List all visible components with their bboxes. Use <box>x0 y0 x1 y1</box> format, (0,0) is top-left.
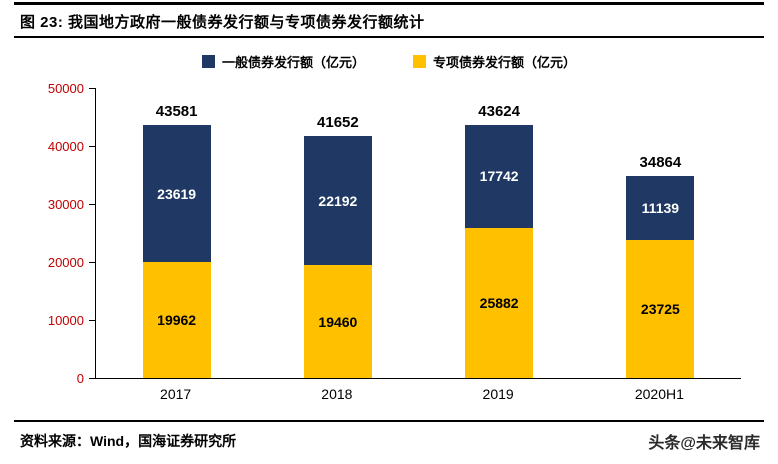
plot-area: 43581 23619 19962 41652 22192 19460 43624 17742… <box>95 88 741 379</box>
chart-legend: 一般债券发行额（亿元） 专项债券发行额（亿元） <box>0 52 778 71</box>
bar-group-2017: 43581 23619 19962 <box>142 88 211 378</box>
bottom-rule <box>14 420 764 422</box>
bar-group-2020H1: 34864 11139 23725 <box>626 88 695 378</box>
y-tick-label: 50000 <box>47 81 84 96</box>
bar-group-2018: 41652 22192 19460 <box>303 88 372 378</box>
bar-total-label: 41652 <box>317 114 359 132</box>
bar-group-2019: 43624 17742 25882 <box>465 88 534 378</box>
y-tick-mark <box>89 378 95 379</box>
y-tick-mark <box>89 88 95 89</box>
bar-segment-general: 23619 <box>142 125 211 263</box>
legend-label-special: 专项债券发行额（亿元） <box>433 55 577 70</box>
bar-segment-special: 19460 <box>303 265 372 378</box>
bar-segment-special: 23725 <box>626 240 695 378</box>
y-tick-label: 30000 <box>47 197 84 212</box>
top-rule <box>14 2 764 5</box>
x-tick-label: 2017 <box>160 386 192 402</box>
x-tick-label: 2020H1 <box>634 386 684 402</box>
bar-segment-general: 17742 <box>465 125 534 228</box>
bar-segment-special: 19962 <box>142 262 211 378</box>
bar-segment-general: 22192 <box>303 136 372 266</box>
y-tick-label: 40000 <box>47 139 84 154</box>
watermark: 头条@未来智库 <box>648 435 760 452</box>
y-tick-mark <box>89 146 95 147</box>
y-tick-label: 0 <box>76 371 84 386</box>
x-tick-label: 2019 <box>482 386 514 402</box>
x-tick-label: 2018 <box>321 386 353 402</box>
bar-total-label: 43581 <box>155 103 198 121</box>
legend-swatch-special <box>413 55 426 68</box>
source-note: 资料来源：Wind，国海证券研究所 <box>20 433 237 449</box>
bar-series: 43581 23619 19962 41652 22192 19460 43624 17742… <box>96 88 741 378</box>
legend-swatch-general <box>201 55 215 68</box>
legend-label-general: 一般债券发行额（亿元） <box>221 55 365 70</box>
y-tick-label: 10000 <box>47 313 84 328</box>
legend-item-special-bonds: 专项债券发行额（亿元） <box>413 52 576 71</box>
title-underline-rule <box>14 36 764 38</box>
page-title: 图 23: 我国地方政府一般债券发行额与专项债券发行额统计 <box>20 14 425 31</box>
bar-total-label: 43624 <box>478 103 520 120</box>
y-tick-label: 20000 <box>47 255 84 270</box>
bar-segment-special: 25882 <box>465 227 534 378</box>
y-tick-mark <box>89 262 95 263</box>
bar-segment-general: 11139 <box>626 175 695 241</box>
y-tick-mark <box>89 320 95 321</box>
legend-item-general-bonds: 一般债券发行额（亿元） <box>201 52 365 71</box>
x-axis-labels: 2017 2018 2019 2020H1 <box>95 386 740 402</box>
y-tick-mark <box>89 204 95 205</box>
bar-total-label: 34864 <box>639 153 682 171</box>
